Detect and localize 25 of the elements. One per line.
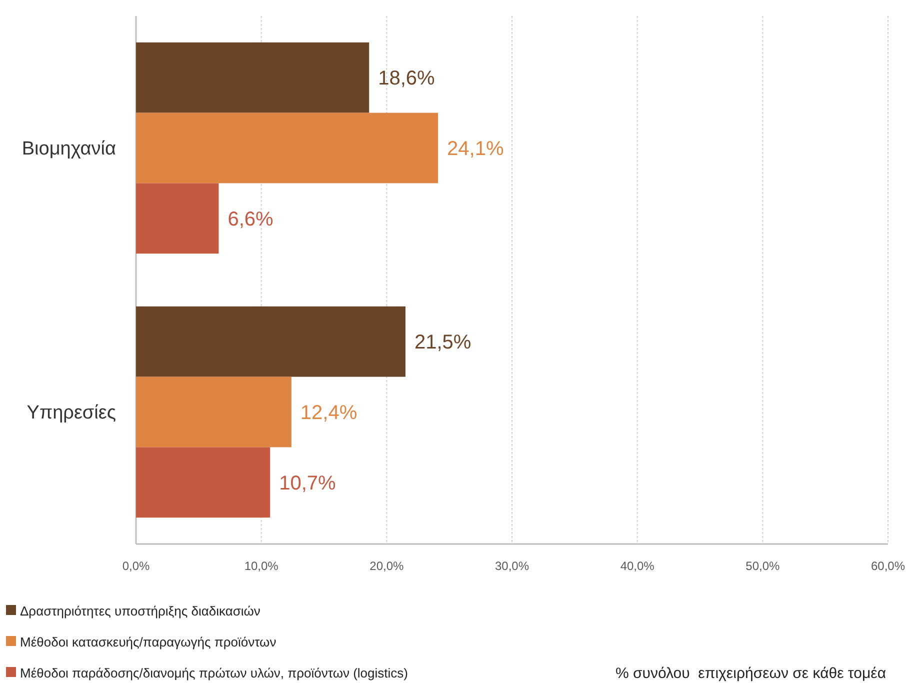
x-tick-label: 40,0% [620, 559, 655, 573]
bar [136, 183, 219, 254]
bar [136, 306, 406, 377]
x-tick-label: 0,0% [122, 559, 150, 573]
x-tick-label: 60,0% [870, 559, 906, 573]
x-tick-label: 50,0% [746, 559, 780, 573]
data-label: 18,6% [378, 68, 436, 90]
legend-label: Μέθοδοι κατασκευής/παραγωγής προϊόντων [20, 634, 276, 650]
legend-label: Δραστηριότητες υποστήριξης διαδικασιών [20, 604, 260, 619]
data-label: 6,6% [228, 208, 274, 230]
text: % συνόλου επιχειρήσεων σε κάθε τομέα [616, 665, 886, 682]
legend-label: Μέθοδοι παράδοσης/διανομής πρώτων υλών, προϊόντων (logistics) [20, 666, 408, 681]
y-tick-label: Βιομηχανία [22, 138, 116, 160]
data-label: 21,5% [414, 332, 472, 354]
y-tick-label: Υπηρεσίες [26, 402, 116, 424]
bar [136, 376, 292, 448]
bar [136, 112, 438, 184]
bar [136, 42, 370, 113]
data-label: 24,1% [447, 138, 504, 160]
data-label: 12,4% [300, 402, 358, 424]
bar [136, 447, 270, 518]
x-tick-label: 10,0% [244, 559, 279, 573]
x-tick-label: 30,0% [494, 559, 530, 573]
x-tick-label: 20,0% [370, 559, 404, 573]
data-label: 10,7% [279, 472, 336, 494]
